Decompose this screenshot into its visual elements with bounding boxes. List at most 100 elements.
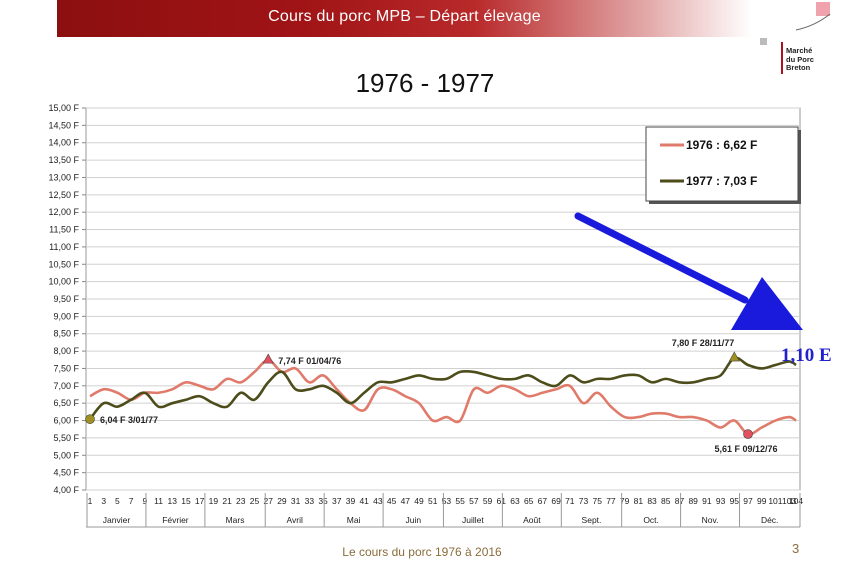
x-tick-label: 71: [565, 496, 575, 506]
x-tick-label: 87: [675, 496, 685, 506]
logo-text: Marché du Porc Breton: [786, 46, 814, 73]
series-line-1976: [89, 358, 797, 436]
y-tick-label: 8,50 F: [53, 329, 79, 339]
x-tick-label: 93: [716, 496, 726, 506]
y-tick-label: 7,00 F: [53, 381, 79, 391]
y-tick-label: 6,50 F: [53, 398, 79, 408]
x-tick-label: 99: [757, 496, 767, 506]
x-tick-label: 103: [782, 496, 796, 506]
x-tick-label: 61: [497, 496, 507, 506]
x-tick-label: 97: [743, 496, 753, 506]
x-tick-label: 81: [634, 496, 644, 506]
x-tick-label: 7: [129, 496, 134, 506]
x-tick-label: 65: [524, 496, 534, 506]
x-tick-label: 39: [346, 496, 356, 506]
month-label: Avril: [286, 515, 302, 525]
circle-marker: [85, 414, 95, 424]
x-tick-label: 85: [661, 496, 671, 506]
x-tick-label: 1: [88, 496, 93, 506]
x-tick-label: 25: [250, 496, 260, 506]
y-tick-label: 13,50 F: [48, 155, 79, 165]
y-tick-label: 4,00 F: [53, 485, 79, 495]
legend-box: [645, 126, 799, 202]
x-tick-label: 33: [305, 496, 315, 506]
y-tick-label: 5,00 F: [53, 450, 79, 460]
x-tick-label: 59: [483, 496, 493, 506]
x-tick-label: 49: [414, 496, 424, 506]
y-tick-label: 10,00 F: [48, 277, 79, 287]
x-tick-label: 3: [101, 496, 106, 506]
x-tick-label: 57: [469, 496, 479, 506]
y-tick-label: 14,00 F: [48, 138, 79, 148]
x-tick-label: 37: [332, 496, 342, 506]
x-tick-label: 13: [168, 496, 178, 506]
x-tick-label: 91: [702, 496, 712, 506]
x-tick-label: 43: [373, 496, 383, 506]
x-tick-label: 51: [428, 496, 438, 506]
arrow-shaft: [574, 212, 749, 304]
header-title: Cours du porc MPB – Départ élevage: [268, 8, 541, 25]
x-tick-label: 89: [688, 496, 698, 506]
y-tick-label: 4,50 F: [53, 468, 79, 478]
logo-grey-square: [760, 38, 767, 45]
legend-label: 1977 : 7,03 F: [686, 174, 757, 188]
y-tick-label: 9,00 F: [53, 311, 79, 321]
month-label: Sept.: [582, 515, 602, 525]
legend-label: 1976 : 6,62 F: [686, 138, 757, 152]
x-tick-label: 35: [318, 496, 328, 506]
point-annotation-label: 7,80 F 28/11/77: [672, 338, 735, 348]
point-annotation-label: 5,61 F 09/12/76: [714, 444, 777, 454]
x-tick-label: 23: [236, 496, 246, 506]
x-tick-label: 11: [154, 496, 163, 506]
header-banner: Cours du porc MPB – Départ élevage: [57, 0, 752, 37]
x-tick-label: 53: [442, 496, 452, 506]
footer-text: Le cours du porc 1976 à 2016: [342, 545, 502, 559]
x-tick-label: 79: [620, 496, 630, 506]
price-line-chart: 4,00 F 4,50 F 5,00 F 5,50 F 6,00 F 6,50 F 7,00…: [48, 103, 803, 528]
triangle-marker: [262, 353, 274, 364]
x-tick-label: 95: [730, 496, 740, 506]
x-tick-label: 75: [592, 496, 602, 506]
logo-line-3: Breton: [786, 63, 811, 72]
logo-line-1: Marché: [786, 46, 813, 55]
x-tick-label: 77: [606, 496, 616, 506]
page-number: 3: [792, 541, 800, 556]
month-label: Mai: [347, 515, 361, 525]
x-tick-label: 67: [538, 496, 548, 506]
x-tick-label: 21: [222, 496, 232, 506]
circle-marker: [743, 429, 753, 439]
month-label: Juin: [405, 515, 421, 525]
mpb-logo: [760, 2, 831, 74]
chart-title: 1976 - 1977: [355, 68, 495, 98]
month-label: Déc.: [761, 515, 778, 525]
arrow-head: [731, 277, 803, 330]
month-label: Août: [523, 515, 541, 525]
x-tick-label: 15: [181, 496, 191, 506]
y-tick-label: 15,00 F: [48, 103, 79, 113]
month-label: Juillet: [462, 515, 484, 525]
month-label: Février: [162, 515, 189, 525]
x-tick-label: 73: [579, 496, 589, 506]
x-tick-label: 83: [647, 496, 657, 506]
y-tick-label: 5,50 F: [53, 433, 79, 443]
y-tick-label: 6,00 F: [53, 416, 79, 426]
x-tick-label: 5: [115, 496, 120, 506]
x-tick-label: 31: [291, 496, 301, 506]
month-label: Janvier: [103, 515, 131, 525]
x-tick-label: 27: [263, 496, 273, 506]
x-tick-label: 55: [455, 496, 465, 506]
series-line-1977: [88, 356, 797, 421]
x-tick-label: 101: [768, 496, 782, 506]
x-tick-label: 104: [789, 496, 803, 506]
logo-line-2: du Porc: [786, 54, 814, 64]
y-tick-label: 9,50 F: [53, 294, 79, 304]
point-annotation-label: 7,74 F 01/04/76: [278, 356, 341, 366]
y-tick-label: 14,50 F: [48, 120, 79, 130]
x-tick-label: 41: [359, 496, 369, 506]
y-tick-label: 10,50 F: [48, 259, 79, 269]
month-label: Mars: [226, 515, 245, 525]
month-label: Nov.: [702, 515, 719, 525]
x-tick-label: 29: [277, 496, 287, 506]
x-tick-label: 17: [195, 496, 205, 506]
y-tick-label: 12,50 F: [48, 190, 79, 200]
